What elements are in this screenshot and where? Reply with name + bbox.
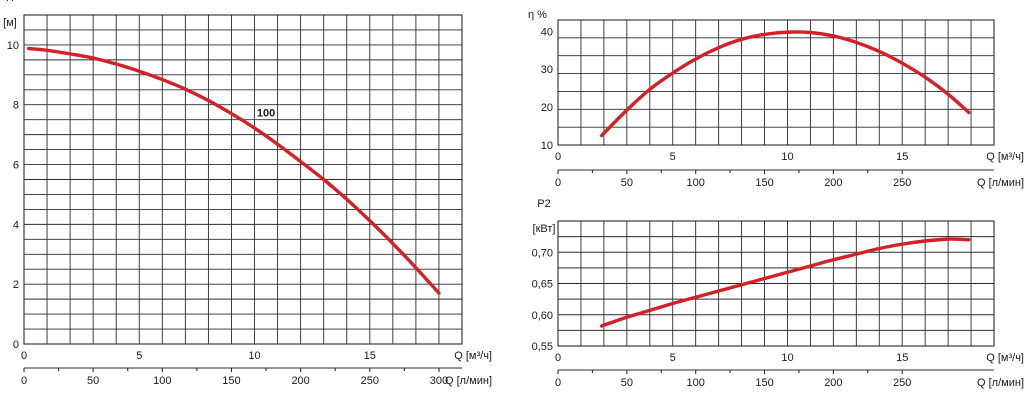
x2-tick-label: 250	[361, 375, 379, 387]
y-tick-label: 40	[541, 26, 553, 38]
x2-axis-label: Q [л/мин]	[977, 377, 1024, 389]
x-axis-label: Q [м³/ч]	[986, 352, 1024, 364]
power-chart: 0,55 0,60 0,65 0,70 P2 [кВт] 0 5 10 15 Q [м³/ч] 0 50…	[532, 198, 1024, 389]
y-axis-label: P2	[537, 198, 550, 210]
y-tick-label: 2	[13, 279, 19, 291]
head-chart: 0 2 4 6 8 10 H [м] 0 5 10 15 Q [м³/ч] 0 50 100 150 200 250…	[3, 0, 492, 387]
x2-tick-label: 50	[621, 177, 633, 189]
y-axis-unit: [кВт]	[533, 223, 556, 235]
x2-tick-label: 0	[555, 177, 561, 189]
y-axis-label: η %	[528, 9, 547, 21]
x2-tick-label: 100	[153, 375, 171, 387]
plot-frame	[23, 14, 463, 345]
grid	[24, 15, 462, 344]
x-tick-label: 0	[21, 350, 27, 362]
x2-tick-label: 150	[755, 377, 773, 389]
y-tick-label: 6	[13, 160, 19, 172]
x2-tick-label: 100	[687, 177, 705, 189]
x2-tick-label: 200	[824, 177, 842, 189]
y-tick-label: 0,65	[532, 279, 553, 291]
x2-tick-label: 300	[430, 375, 448, 387]
x2-tick-label: 50	[87, 375, 99, 387]
x-tick-label: 10	[781, 151, 793, 163]
x-tick-label: 5	[136, 350, 142, 362]
x2-tick-label: 250	[893, 177, 911, 189]
x2-tick-label: 200	[291, 375, 309, 387]
y-axis-unit: [м]	[3, 17, 17, 29]
x2-tick-label: 250	[893, 377, 911, 389]
x2-tick-label: 0	[555, 377, 561, 389]
x-tick-label: 10	[248, 350, 260, 362]
x-axis-label: Q [м³/ч]	[986, 151, 1024, 163]
y-tick-label: 0,55	[532, 341, 553, 353]
y-tick-label: 20	[541, 102, 553, 114]
y-tick-label: 0,60	[532, 310, 553, 322]
series-line-0	[26, 46, 441, 295]
series-line-0	[599, 30, 971, 138]
x-tick-label: 10	[781, 352, 793, 364]
x2-tick-label: 150	[222, 375, 240, 387]
series-line-0	[599, 237, 971, 328]
x-tick-label: 0	[555, 151, 561, 163]
grid	[558, 20, 994, 145]
y-tick-label: 8	[13, 100, 19, 112]
x2-tick-label: 0	[21, 375, 27, 387]
x2-tick-label: 200	[824, 377, 842, 389]
x2-axis-label: Q [л/мин]	[445, 375, 492, 387]
x-tick-label: 0	[555, 352, 561, 364]
y-tick-label: 0	[13, 339, 19, 351]
plot-frame	[557, 19, 995, 146]
x-tick-label: 15	[896, 352, 908, 364]
y-tick-label: 10	[541, 140, 553, 152]
x2-tick-label: 150	[755, 177, 773, 189]
plot-frame	[557, 220, 995, 347]
x-tick-label: 5	[670, 151, 676, 163]
x2-tick-label: 100	[687, 377, 705, 389]
x-tick-label: 5	[670, 352, 676, 364]
x2-tick-label: 50	[621, 377, 633, 389]
y-tick-label: 4	[13, 219, 19, 231]
y-tick-label: 30	[541, 64, 553, 76]
x-tick-label: 15	[364, 350, 376, 362]
y-tick-label: 10	[7, 40, 19, 52]
efficiency-chart: 10 20 30 40 η % 0 5 10 15 Q [м³/ч] 0 50 100 150 200 250…	[528, 9, 1024, 189]
x2-axis-label: Q [л/мин]	[977, 177, 1024, 189]
x-axis-label: Q [м³/ч]	[454, 350, 492, 362]
x-tick-label: 15	[896, 151, 908, 163]
y-axis-label: H	[6, 0, 14, 4]
curve-annotation: 100	[257, 108, 275, 120]
y-tick-label: 0,70	[532, 247, 553, 259]
